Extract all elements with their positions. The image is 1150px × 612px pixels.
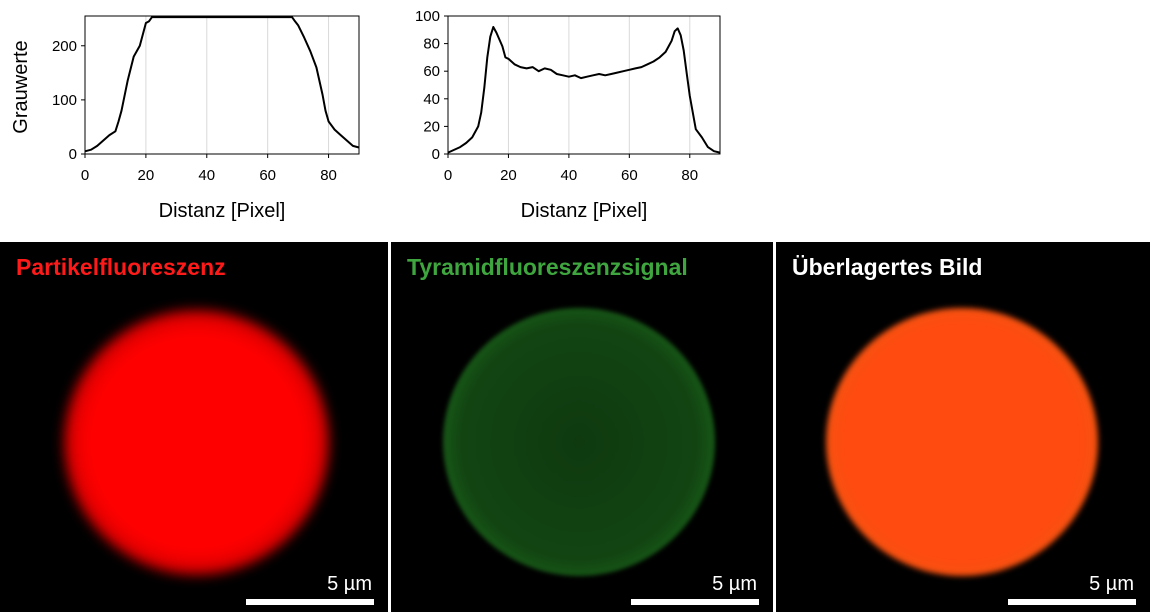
x-tick-label: 0 — [81, 167, 89, 184]
scale-bar — [1008, 599, 1136, 605]
x-tick-label: 80 — [681, 167, 698, 184]
scale-bar — [631, 599, 759, 605]
image-panel-tyramide: Tyramidfluoreszenzsignal 5 µm — [391, 242, 773, 612]
x-tick-label: 40 — [198, 167, 215, 184]
y-axis-label: Grauwerte — [10, 40, 32, 133]
y-tick-label: 40 — [423, 91, 440, 108]
x-axis-label: Distanz [Pixel] — [521, 200, 648, 222]
x-axis-label: Distanz [Pixel] — [159, 200, 286, 222]
x-tick-label: 40 — [561, 167, 578, 184]
scale-bar — [246, 599, 374, 605]
image-panel-overlay: Überlagertes Bild 5 µm — [776, 242, 1150, 612]
chart-2: 0 20 40 60 80 100 0 20 40 60 80 Distanz [Pixel] — [415, 8, 721, 222]
y-tick-label: 20 — [423, 118, 440, 135]
chart-1: 0 100 200 0 20 40 60 80 Distanz [Pixel] Grauwerte — [10, 15, 360, 222]
green-ring-particle — [443, 308, 715, 576]
y-tick-label: 0 — [432, 146, 440, 163]
plot-frame — [447, 15, 721, 155]
x-tick-label: 20 — [500, 167, 517, 184]
overlay-particle — [826, 308, 1098, 576]
y-tick-label: 60 — [423, 63, 440, 80]
x-tick-label: 60 — [259, 167, 276, 184]
y-tick-label: 200 — [52, 38, 77, 55]
y-tick-label: 80 — [423, 36, 440, 53]
series-line — [447, 26, 721, 154]
panel-title: Tyramidfluoreszenzsignal — [407, 254, 688, 280]
x-tick-label: 60 — [621, 167, 638, 184]
scale-bar-label: 5 µm — [712, 573, 757, 595]
scale-bar-label: 5 µm — [1089, 573, 1134, 595]
x-tick-label: 0 — [444, 167, 452, 184]
scale-bar-label: 5 µm — [327, 573, 372, 595]
y-tick-label: 0 — [69, 146, 77, 163]
x-tick-label: 80 — [320, 167, 337, 184]
x-tick-label: 20 — [138, 167, 155, 184]
y-tick-label: 100 — [52, 92, 77, 109]
panel-title: Überlagertes Bild — [792, 254, 983, 280]
series-line — [84, 16, 360, 153]
plot-frame — [84, 15, 360, 155]
panel-title: Partikelfluoreszenz — [16, 254, 226, 280]
y-tick-label: 100 — [415, 8, 440, 25]
image-panel-particle: Partikelfluoreszenz 5 µm — [0, 242, 388, 612]
red-particle — [64, 310, 329, 575]
